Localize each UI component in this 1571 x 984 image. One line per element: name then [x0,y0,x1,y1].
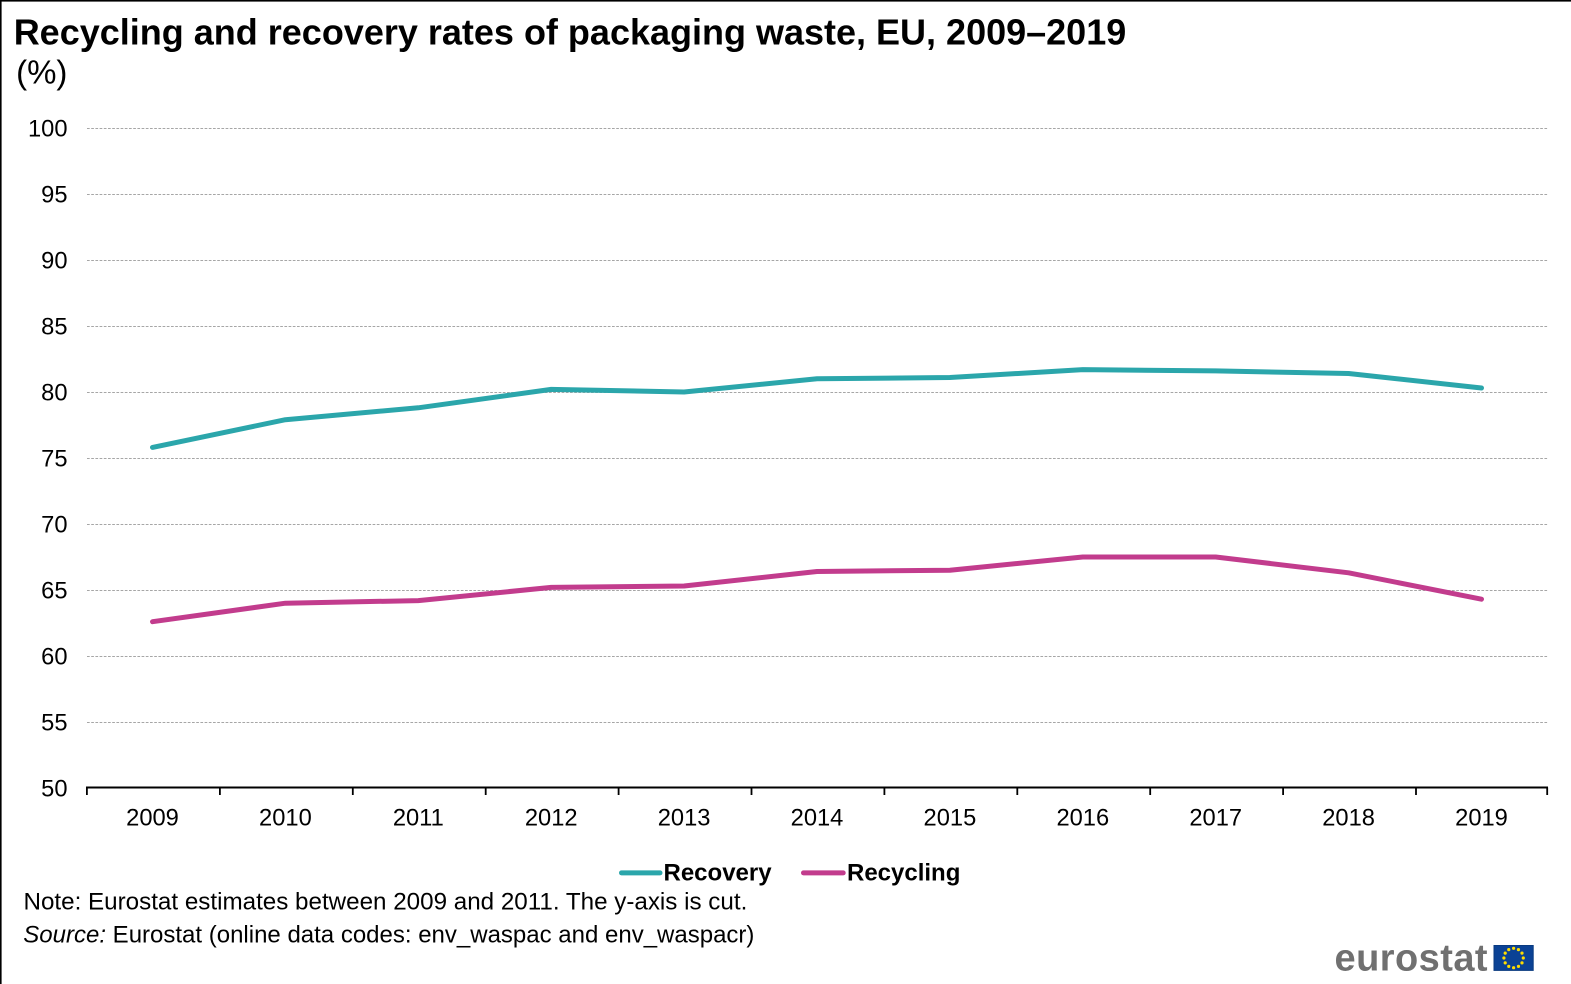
svg-text:2016: 2016 [1056,805,1109,831]
svg-text:Recycling and recovery rates o: Recycling and recovery rates of packagin… [14,12,1127,53]
svg-text:Source: Eurostat (online data: Source: Eurostat (online data codes: env… [23,921,754,948]
svg-text:2009: 2009 [126,805,179,831]
svg-text:100: 100 [28,117,68,143]
svg-text:65: 65 [41,579,67,605]
svg-text:50: 50 [41,777,67,803]
svg-text:90: 90 [41,249,67,275]
svg-text:75: 75 [41,447,67,473]
svg-text:2019: 2019 [1455,805,1508,831]
svg-text:Recovery: Recovery [664,860,773,887]
svg-text:2013: 2013 [658,805,711,831]
svg-text:70: 70 [41,513,67,539]
svg-text:80: 80 [41,381,67,407]
svg-text:55: 55 [41,711,67,737]
svg-text:2018: 2018 [1322,805,1375,831]
svg-text:2017: 2017 [1189,805,1242,831]
svg-text:2014: 2014 [791,805,844,831]
svg-text:2015: 2015 [924,805,977,831]
svg-text:2010: 2010 [259,805,312,831]
svg-text:85: 85 [41,315,67,341]
svg-text:(%): (%) [16,54,67,91]
svg-text:eurostat: eurostat [1335,937,1489,979]
svg-text:60: 60 [41,645,67,671]
svg-text:2011: 2011 [393,805,444,831]
svg-text:95: 95 [41,183,67,209]
svg-text:Note: Eurostat estimates betwe: Note: Eurostat estimates between 2009 an… [24,888,748,915]
svg-text:2012: 2012 [525,805,578,831]
svg-text:Recycling: Recycling [847,860,960,887]
